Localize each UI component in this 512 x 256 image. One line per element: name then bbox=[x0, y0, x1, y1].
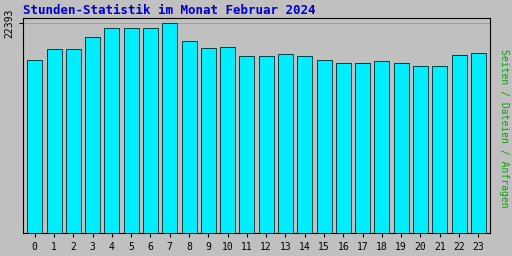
Bar bbox=[355, 63, 370, 233]
Bar bbox=[316, 60, 332, 233]
Bar bbox=[85, 37, 100, 233]
Bar bbox=[341, 63, 349, 233]
Bar bbox=[259, 56, 274, 233]
Bar bbox=[336, 63, 351, 233]
Bar bbox=[148, 28, 156, 233]
Bar bbox=[394, 63, 409, 233]
Bar bbox=[90, 37, 98, 233]
Bar bbox=[110, 28, 118, 233]
Bar bbox=[244, 56, 252, 233]
Bar bbox=[379, 61, 388, 233]
Bar bbox=[399, 63, 407, 233]
Bar bbox=[186, 41, 195, 233]
Bar bbox=[167, 23, 176, 233]
Bar bbox=[264, 56, 272, 233]
Bar bbox=[225, 48, 233, 233]
Bar bbox=[432, 66, 447, 233]
Bar bbox=[360, 63, 368, 233]
Bar bbox=[457, 55, 465, 233]
Bar bbox=[66, 49, 81, 233]
Bar bbox=[418, 66, 426, 233]
Bar bbox=[302, 56, 310, 233]
Bar bbox=[220, 47, 235, 233]
Bar bbox=[162, 23, 177, 233]
Text: Stunden-Statistik im Monat Februar 2024: Stunden-Statistik im Monat Februar 2024 bbox=[23, 4, 316, 17]
Bar bbox=[297, 56, 312, 233]
Bar bbox=[32, 60, 40, 233]
Bar bbox=[452, 55, 466, 233]
Bar bbox=[201, 48, 216, 233]
Bar bbox=[124, 28, 139, 233]
Bar bbox=[104, 28, 119, 233]
Bar bbox=[47, 49, 61, 233]
Bar bbox=[471, 53, 486, 233]
Bar bbox=[476, 53, 484, 233]
Bar bbox=[240, 56, 254, 233]
Bar bbox=[129, 28, 137, 233]
Bar bbox=[52, 49, 60, 233]
Bar bbox=[437, 66, 445, 233]
Bar bbox=[182, 41, 197, 233]
Bar bbox=[71, 49, 79, 233]
Text: Seiten / Dateien / Anfragen: Seiten / Dateien / Anfragen bbox=[499, 49, 509, 207]
Bar bbox=[322, 60, 330, 233]
Bar bbox=[374, 61, 390, 233]
Bar bbox=[413, 66, 428, 233]
Bar bbox=[27, 60, 42, 233]
Bar bbox=[283, 54, 291, 233]
Bar bbox=[143, 28, 158, 233]
Bar bbox=[278, 54, 293, 233]
Bar bbox=[206, 48, 214, 233]
